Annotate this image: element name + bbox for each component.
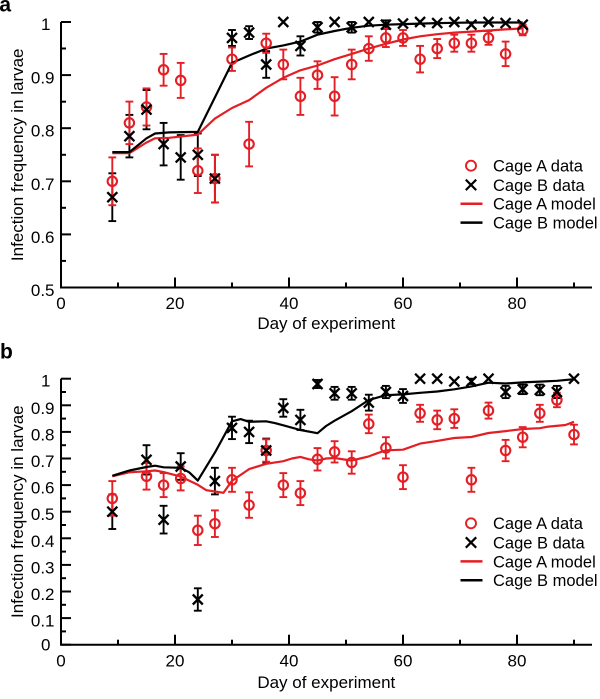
svg-text:Cage B data: Cage B data bbox=[493, 534, 586, 552]
svg-text:Infection frequency in larvae: Infection frequency in larvae bbox=[8, 48, 27, 261]
svg-text:0.6: 0.6 bbox=[31, 228, 55, 247]
svg-text:0.5: 0.5 bbox=[31, 505, 55, 524]
svg-text:0: 0 bbox=[56, 294, 65, 313]
svg-text:0: 0 bbox=[56, 651, 65, 670]
svg-text:40: 40 bbox=[280, 294, 299, 313]
svg-text:20: 20 bbox=[166, 294, 185, 313]
svg-text:0.5: 0.5 bbox=[31, 281, 55, 300]
svg-text:0.1: 0.1 bbox=[31, 612, 55, 631]
svg-text:0.8: 0.8 bbox=[31, 425, 55, 444]
svg-text:Cage B data: Cage B data bbox=[493, 177, 586, 195]
svg-text:Infection frequency in larvae: Infection frequency in larvae bbox=[8, 405, 27, 618]
svg-text:60: 60 bbox=[394, 651, 413, 670]
svg-text:1: 1 bbox=[41, 15, 50, 34]
svg-text:a: a bbox=[0, 0, 11, 17]
svg-text:0.7: 0.7 bbox=[31, 452, 55, 471]
svg-text:Cage A data: Cage A data bbox=[493, 158, 584, 176]
svg-text:Cage B model: Cage B model bbox=[493, 215, 598, 233]
svg-text:Cage A data: Cage A data bbox=[493, 515, 584, 533]
svg-text:60: 60 bbox=[394, 294, 413, 313]
svg-text:0.2: 0.2 bbox=[31, 585, 55, 604]
svg-text:Cage A model: Cage A model bbox=[493, 196, 596, 214]
svg-text:0.6: 0.6 bbox=[31, 479, 55, 498]
svg-text:Day of experiment: Day of experiment bbox=[257, 673, 395, 692]
svg-text:Day of experiment: Day of experiment bbox=[257, 314, 395, 333]
svg-text:b: b bbox=[0, 341, 13, 364]
svg-text:0.8: 0.8 bbox=[31, 122, 55, 141]
svg-text:0.9: 0.9 bbox=[31, 69, 55, 88]
svg-text:Cage A model: Cage A model bbox=[493, 553, 596, 571]
svg-text:Cage B model: Cage B model bbox=[493, 572, 598, 590]
svg-text:80: 80 bbox=[508, 294, 527, 313]
svg-text:80: 80 bbox=[508, 651, 527, 670]
svg-text:0: 0 bbox=[41, 636, 50, 655]
svg-text:0.9: 0.9 bbox=[31, 399, 55, 418]
svg-text:20: 20 bbox=[166, 651, 185, 670]
svg-text:0.3: 0.3 bbox=[31, 558, 55, 577]
svg-text:0.4: 0.4 bbox=[31, 532, 55, 551]
svg-text:0.7: 0.7 bbox=[31, 175, 55, 194]
svg-text:40: 40 bbox=[280, 651, 299, 670]
svg-text:1: 1 bbox=[41, 372, 50, 391]
